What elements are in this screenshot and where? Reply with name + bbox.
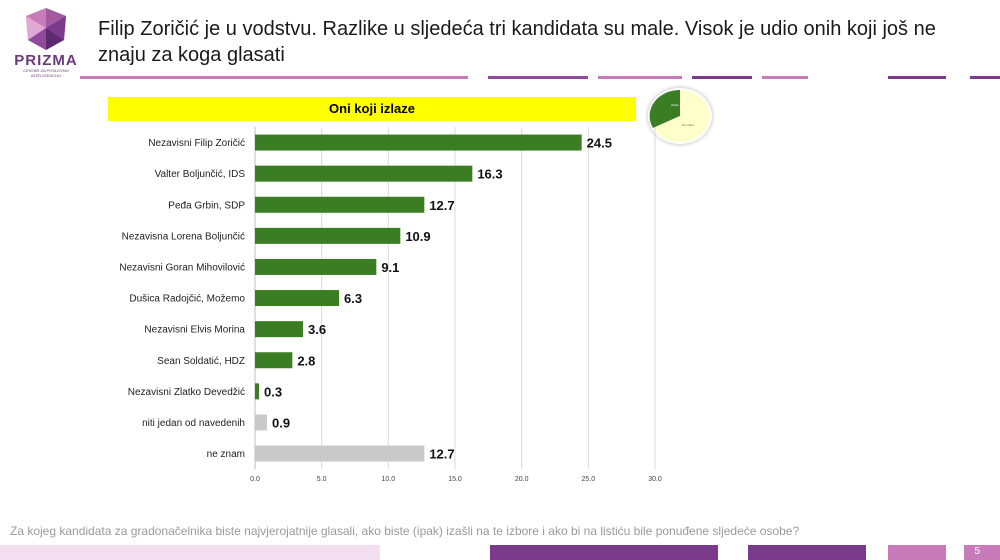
header-divider-5 (762, 76, 808, 79)
pie-slice-izlaze (649, 89, 680, 128)
bar (255, 196, 425, 213)
inset-pie-chart: Izlaze Ne izlaze (649, 89, 710, 142)
data-label: 16.3 (477, 167, 502, 182)
category-label: Nezavisna Lorena Boljunčić (122, 231, 245, 242)
data-label: 3.6 (308, 322, 326, 337)
prizma-logo-icon (26, 8, 66, 50)
category-label: Nezavisni Elvis Morina (144, 325, 245, 336)
data-label: 0.9 (272, 415, 290, 430)
logo-subtitle: CENTAR ZA POSLOVNU INTELIGENCIJU (23, 68, 69, 78)
category-label: Dušica Radojčić, Možemo (129, 294, 245, 305)
header-divider-2 (488, 76, 588, 79)
data-label: 12.7 (429, 447, 454, 462)
pie-label-ne-izlaze: Ne izlaze (682, 123, 695, 127)
data-label: 24.5 (587, 136, 612, 151)
x-tick-label: 20.0 (515, 476, 529, 483)
header-divider-7 (970, 76, 1000, 79)
bar (255, 227, 401, 244)
x-tick-label: 5.0 (317, 476, 327, 483)
logo-wordmark: PRIZMA (14, 52, 78, 69)
bar (255, 134, 582, 151)
bar (255, 352, 293, 369)
bar (255, 258, 377, 275)
x-tick-label: 15.0 (448, 476, 462, 483)
slide-title: Filip Zoričić je u vodstvu. Razlike u sl… (98, 18, 936, 66)
category-label: Valter Boljunčić, IDS (155, 169, 246, 180)
pie-slice-ne-izlaze (653, 90, 710, 142)
pie-label-izlaze: Izlaze (671, 103, 679, 107)
header-divider-6 (888, 76, 946, 79)
data-label: 10.9 (405, 229, 430, 244)
footer-bar-2 (490, 545, 718, 560)
category-label: Peđa Grbin, SDP (168, 200, 245, 211)
bar (255, 414, 267, 431)
data-label: 2.8 (297, 353, 315, 368)
data-label: 6.3 (344, 291, 362, 306)
x-tick-label: 10.0 (382, 476, 396, 483)
data-label: 12.7 (429, 198, 454, 213)
prizma-logo: PRIZMA CENTAR ZA POSLOVNU INTELIGENCIJU (8, 6, 84, 78)
x-tick-label: 25.0 (582, 476, 596, 483)
category-label: Nezavisni Zlatko Devedžić (128, 387, 245, 398)
footer-bar-4 (888, 545, 946, 560)
header-divider-1 (80, 76, 468, 79)
bar (255, 165, 473, 182)
header-divider-4 (692, 76, 752, 79)
data-label: 0.3 (264, 384, 282, 399)
x-tick-label: 0.0 (250, 476, 260, 483)
bar (255, 445, 425, 462)
bar (255, 321, 303, 338)
category-label: Sean Soldatić, HDZ (157, 356, 245, 367)
category-label: Nezavisni Goran Mihovilović (119, 262, 245, 273)
header-divider-3 (598, 76, 682, 79)
page-number: 5 (974, 546, 980, 557)
x-tick-label: 30.0 (648, 476, 662, 483)
category-label: ne znam (207, 449, 245, 460)
data-label: 9.1 (381, 260, 399, 275)
chart-title: Oni koji izlaze (108, 97, 636, 121)
footer-bar-5 (964, 545, 1000, 560)
category-label: niti jedan od navedenih (142, 418, 245, 429)
bar (255, 383, 259, 400)
bar (255, 290, 339, 307)
survey-question: Za kojeg kandidata za gradonačelnika bis… (10, 524, 800, 538)
footer-bar-3 (748, 545, 866, 560)
inset-pie: Izlaze Ne izlaze (648, 88, 712, 144)
footer-bar-1 (0, 545, 380, 560)
category-label: Nezavisni Filip Zoričić (148, 138, 245, 149)
